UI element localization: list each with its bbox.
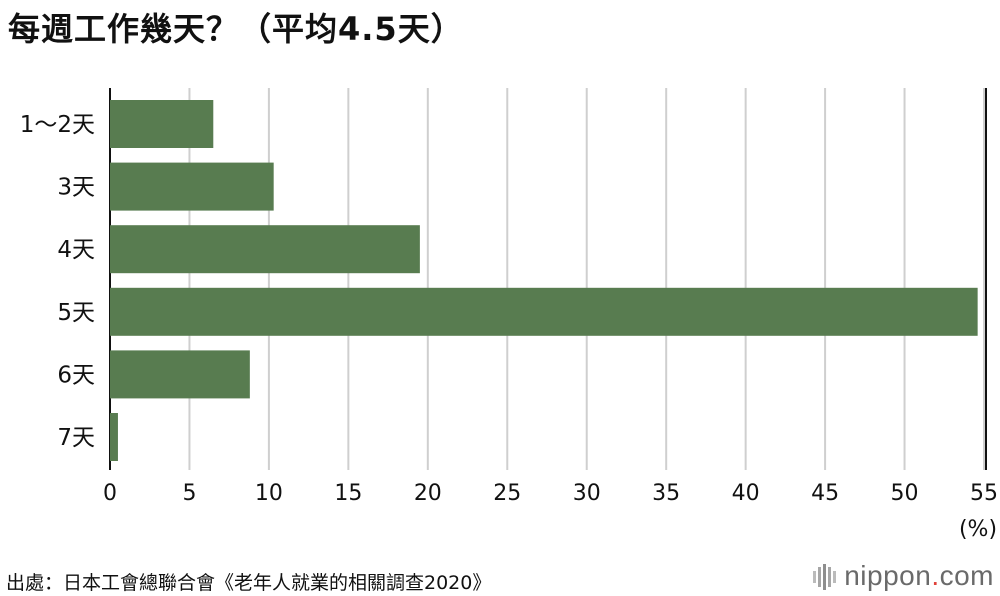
x-tick-label: 50 xyxy=(891,481,919,506)
logo-name: nippon xyxy=(844,560,932,591)
x-tick-label: 55 xyxy=(970,481,998,506)
x-axis-unit: (%) xyxy=(959,517,997,542)
category-label: 7天 xyxy=(57,425,95,451)
bar xyxy=(110,413,118,461)
category-label: 3天 xyxy=(57,175,95,201)
nippon-logo: nippon.com xyxy=(812,560,994,592)
category-label: 4天 xyxy=(57,237,95,263)
category-label: 1～2天 xyxy=(20,112,95,138)
bar xyxy=(110,162,274,211)
x-tick-label: 40 xyxy=(732,481,760,506)
nippon-bars-icon xyxy=(813,564,837,590)
x-tick-label: 10 xyxy=(255,481,283,506)
bar xyxy=(110,100,214,148)
x-tick-label: 0 xyxy=(103,481,117,506)
x-tick-label: 15 xyxy=(334,481,362,506)
category-label: 5天 xyxy=(57,300,95,326)
bar xyxy=(110,287,978,336)
x-tick-label: 5 xyxy=(182,481,196,506)
x-tick-label: 45 xyxy=(811,481,839,506)
category-label: 6天 xyxy=(57,362,95,388)
logo-suffix: com xyxy=(939,560,994,591)
x-tick-label: 30 xyxy=(573,481,601,506)
logo-dot: . xyxy=(931,560,940,591)
x-tick-label: 25 xyxy=(493,481,521,506)
x-tick-label: 35 xyxy=(652,481,680,506)
bar xyxy=(110,225,420,274)
chart-title: 每週工作幾天？（平均4.5天） xyxy=(8,10,464,48)
bar-chart: 1～2天 3天 4天 5天 6天 7天 0 5 10 15 20 25 30 35 40 45 50 55 (%… xyxy=(20,88,998,542)
bar xyxy=(110,350,250,399)
x-tick-label: 20 xyxy=(414,481,442,506)
source-note: 出處：日本工會總聯合會《老年人就業的相關調查2020》 xyxy=(6,572,492,594)
